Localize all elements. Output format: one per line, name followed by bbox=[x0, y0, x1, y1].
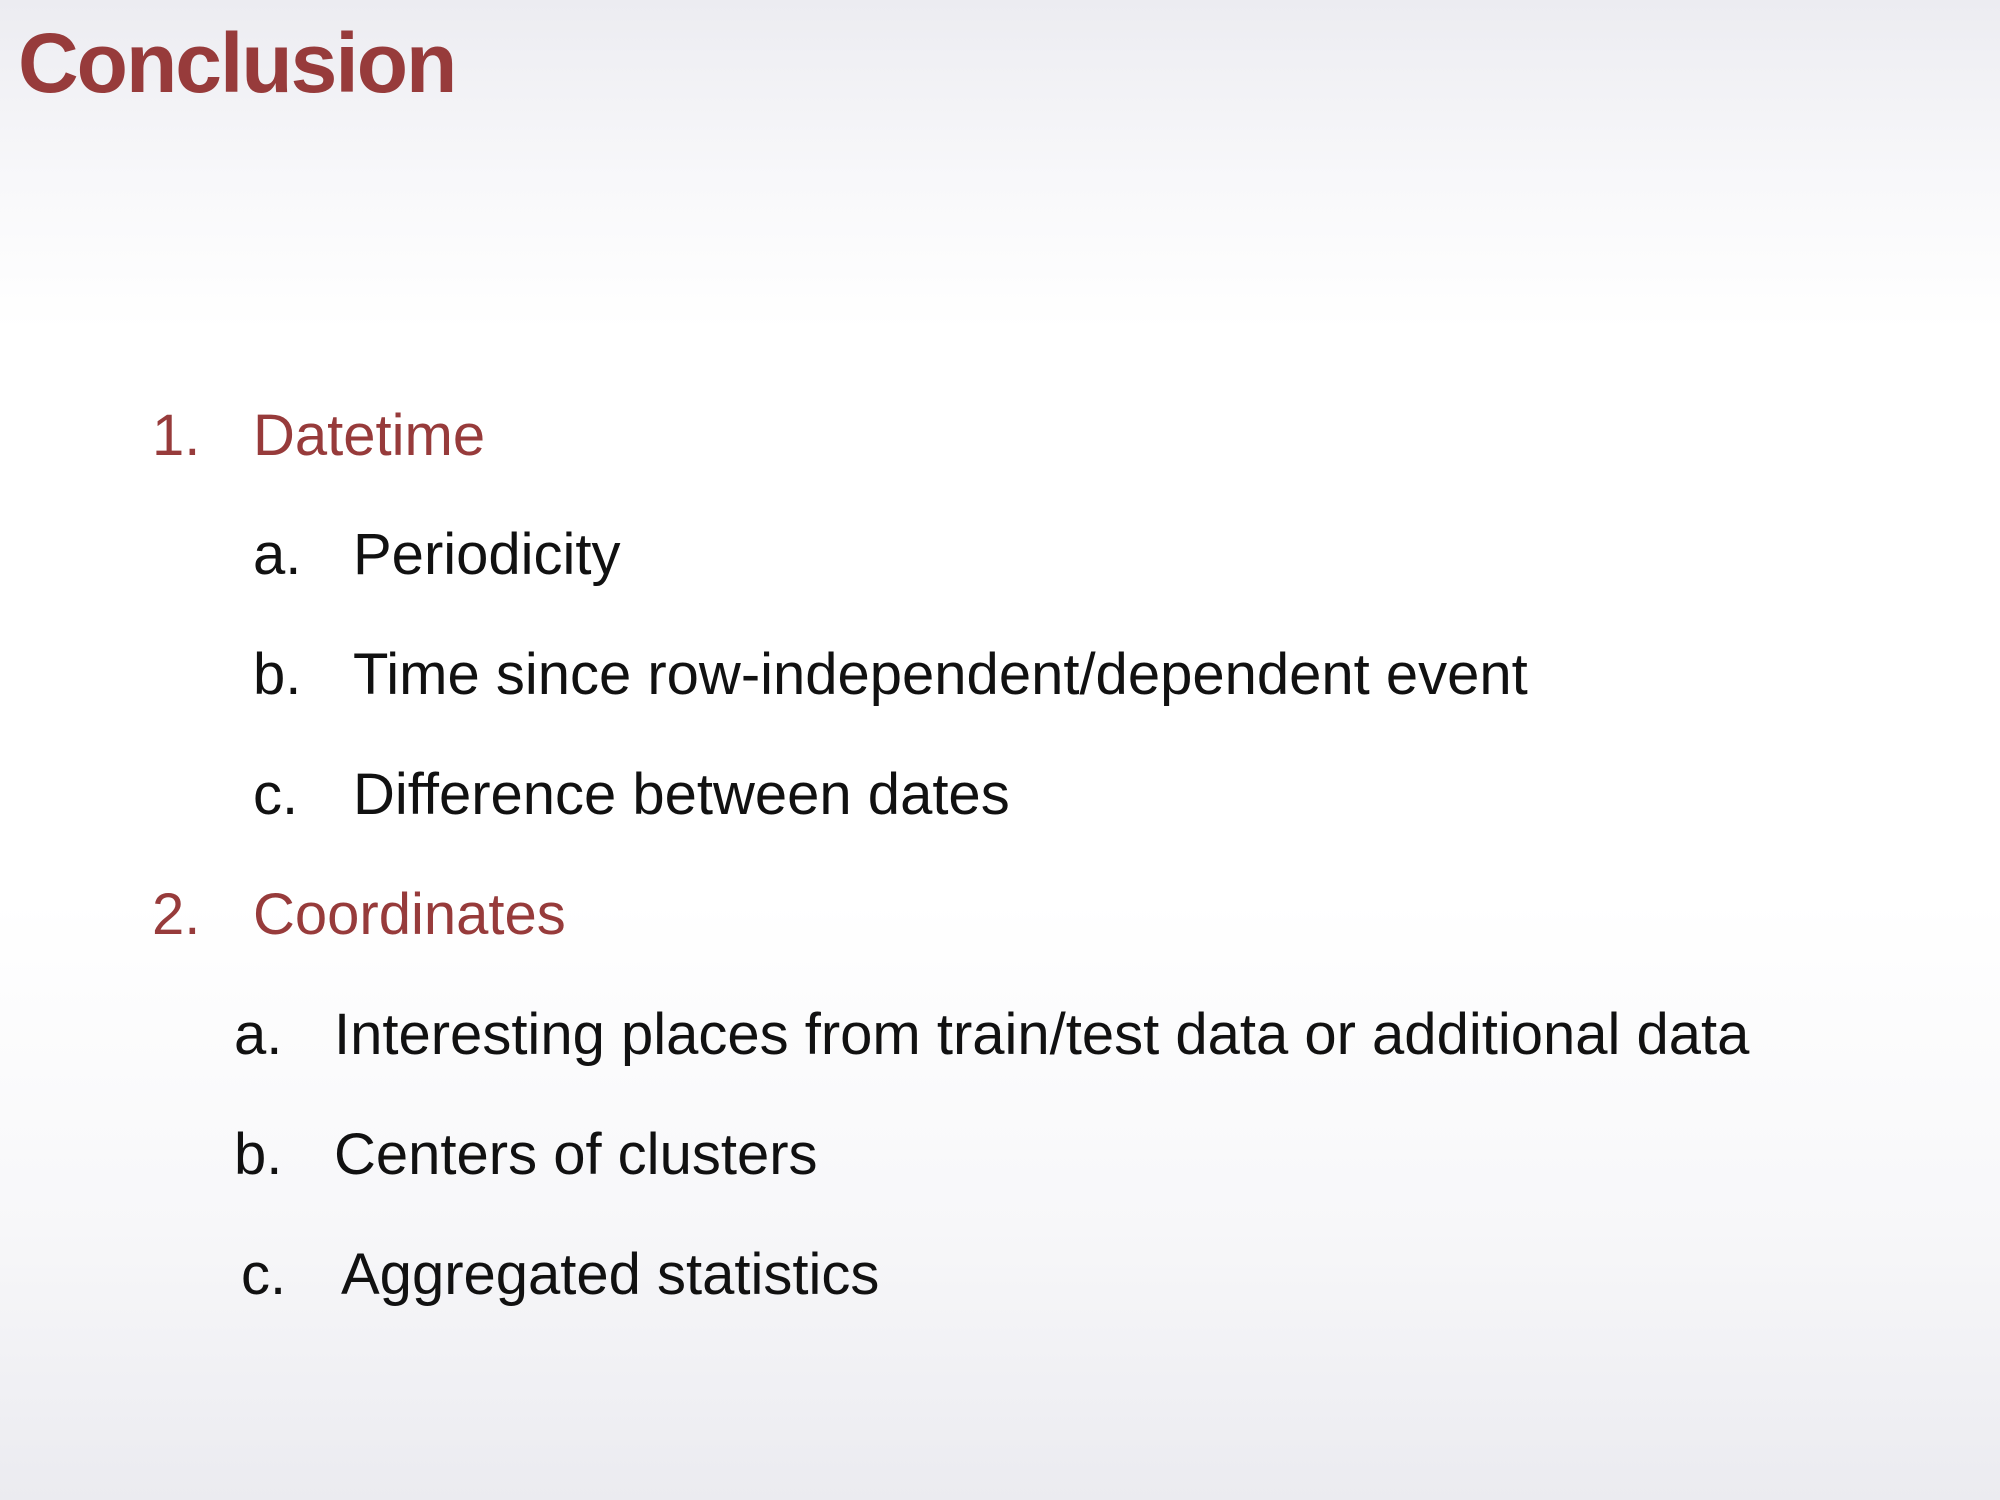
list-letter: a. bbox=[253, 522, 302, 587]
list-number: 1. bbox=[152, 403, 201, 468]
list-item-text: Centers of clusters bbox=[334, 1122, 818, 1187]
list-item-text: Interesting places from train/test data … bbox=[334, 1002, 1750, 1067]
list-letter: c. bbox=[253, 762, 299, 827]
list-item-text: Time since row-independent/dependent eve… bbox=[353, 642, 1528, 707]
list-item-text: Periodicity bbox=[353, 522, 621, 587]
list-letter: b. bbox=[253, 642, 302, 707]
list-letter: b. bbox=[234, 1122, 283, 1187]
list-heading: Datetime bbox=[253, 403, 486, 468]
list-heading: Coordinates bbox=[253, 882, 566, 947]
list-letter: a. bbox=[234, 1002, 283, 1067]
list-item-text: Difference between dates bbox=[353, 762, 1010, 827]
slide-title: Conclusion bbox=[18, 16, 457, 110]
list-letter: c. bbox=[241, 1242, 287, 1307]
list-item-text: Aggregated statistics bbox=[341, 1242, 880, 1307]
list-number: 2. bbox=[152, 882, 201, 947]
